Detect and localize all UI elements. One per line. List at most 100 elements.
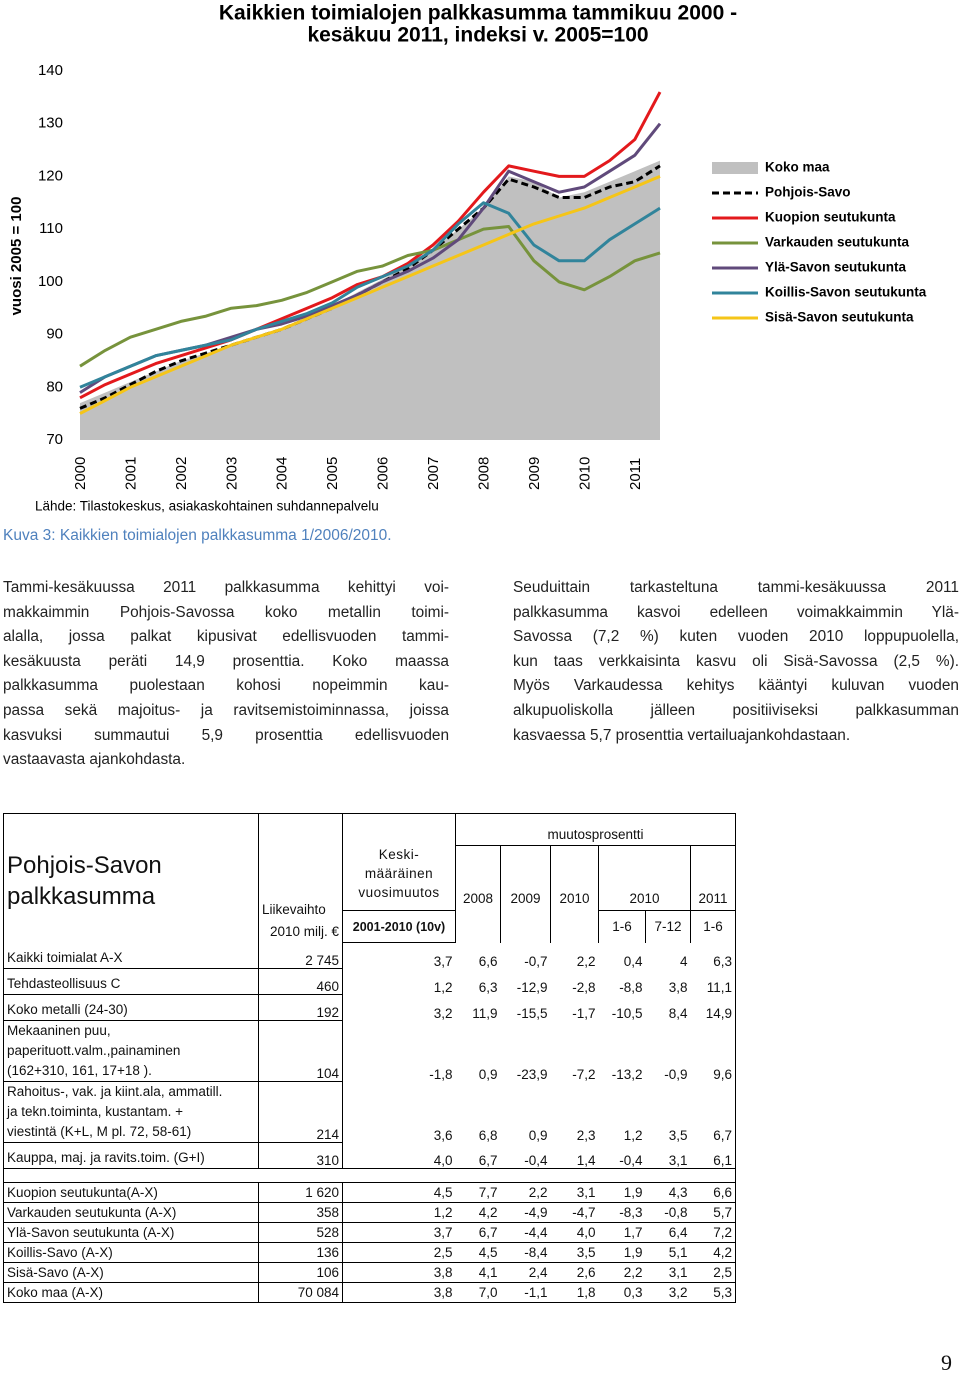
cell: 1,4 (576, 1153, 596, 1168)
table-row: Koko maa (A-X) 70 084 3,8 7,0 -1,1 1,8 0,3 3,2 5… (3, 1282, 736, 1303)
cell: 6,7 (713, 1127, 733, 1143)
text-line: Tammi-kesäkuussa 2011 palkkasumma kehitt… (3, 579, 449, 596)
cell: 4,5 (342, 1182, 456, 1203)
cell: 4,3 (645, 1182, 691, 1203)
cell: -15,5 (516, 1005, 548, 1021)
legend-label: Kuopion seutukunta (765, 210, 896, 225)
y-tick-label: 130 (38, 115, 63, 132)
x-tick-label: 2006 (375, 457, 392, 490)
cell: -0,4 (619, 1153, 643, 1168)
header-text: Liikevaihto (262, 901, 326, 917)
legend-label: Pohjois-Savo (765, 185, 851, 200)
table-body: Kaikki toimialat A-X 2 745 3,7 6,6 -0,7 2,2 0,… (3, 942, 736, 1303)
page-number: 9 (941, 1350, 952, 1375)
cell: 6,4 (645, 1222, 691, 1243)
cell: 0,4 (623, 953, 643, 969)
row-label: Koko metalli (24-30) (3, 994, 259, 1021)
cell: 70 084 (258, 1282, 343, 1303)
paragraph: Tammi-kesäkuussa 2011 palkkasumma kehitt… (3, 576, 449, 773)
cell: 1 620 (258, 1182, 343, 1203)
spacer (3, 1168, 736, 1183)
text-line: makkaimmin Pohjois-Savossa koko metallin… (3, 603, 449, 621)
cell: 7,7 (455, 1182, 501, 1203)
table-row: Mekaaninen puu, paperituott.valm.,painam… (3, 1020, 736, 1082)
spacer-row (3, 1168, 736, 1183)
source-note: Lähde: Tilastokeskus, asiakaskohtainen s… (35, 499, 379, 514)
cell: -2,8 (572, 979, 596, 995)
year-header: 2010 (598, 845, 691, 911)
cell: 8,4 (668, 1005, 688, 1021)
cell: 4 (679, 953, 688, 969)
legend-label: Koillis-Savon seutukunta (765, 285, 927, 300)
avg-change-period: 2001-2010 (10v) (342, 910, 456, 943)
cell: 6,3 (713, 953, 733, 969)
row-label: Kuopion seutukunta(A-X) (3, 1182, 259, 1203)
line (79, 225, 661, 368)
cell: -1,7 (572, 1005, 596, 1021)
area (80, 160, 660, 440)
cell: 0,3 (598, 1282, 646, 1303)
y-tick-label: 100 (38, 273, 63, 290)
cell: 2,6 (550, 1262, 599, 1283)
cell: 1,2 (623, 1127, 643, 1143)
cell: -10,5 (611, 1005, 643, 1021)
cell: 7,0 (455, 1282, 501, 1303)
cell: -13,2 (611, 1066, 643, 1082)
period-header: 7-12 (645, 910, 691, 943)
table-row: Koillis-Savo (A-X) 136 2,5 4,5 -8,4 3,5 1,9 5,1… (3, 1242, 736, 1263)
cell: -8,4 (500, 1242, 551, 1263)
cell: -4,7 (550, 1202, 599, 1223)
cell: 0,9 (478, 1066, 498, 1082)
row-label: Koillis-Savo (A-X) (3, 1242, 259, 1263)
y-tick-label: 90 (46, 326, 63, 343)
cell: -4,4 (500, 1222, 551, 1243)
text-line: palkkasumma puolestaan kohosi nopeimmin … (3, 677, 449, 695)
cell: 3,2 (645, 1282, 691, 1303)
cell: 7,2 (690, 1222, 736, 1243)
table-row: Ylä-Savon seutukunta (A-X) 528 3,7 6,7 -4,4 4… (3, 1222, 736, 1243)
cell: 2,2 (500, 1182, 551, 1203)
cell: 4,2 (690, 1242, 736, 1263)
cell: 6,3 (478, 979, 498, 995)
text-line: alkupuoliskolla jälleen positiiviseksi p… (513, 701, 959, 719)
cell: 1,7 (598, 1222, 646, 1243)
cell: 2,2 (576, 953, 596, 969)
cell: 136 (258, 1242, 343, 1263)
text-line: passa sekä majoitus- ja ravitsemistoimin… (3, 701, 449, 719)
cell: 2 745 (258, 942, 343, 969)
year-header: 2011 (689, 845, 736, 911)
legend-label: Sisä-Savon seutukunta (765, 310, 914, 325)
table-title: Pohjois-Savon palkkasumma (7, 852, 162, 911)
x-tick-label: 2005 (324, 457, 341, 490)
table-row: Kaikki toimialat A-X 2 745 3,7 6,6 -0,7 2,2 0,… (3, 942, 736, 969)
period-header: 1-6 (598, 910, 646, 943)
x-tick-label: 2001 (122, 457, 139, 490)
cell: -8,8 (619, 979, 643, 995)
row-label: Rahoitus-, vak. ja kiint.ala, ammatill. … (3, 1081, 259, 1143)
y-axis-label: vuosi 2005 = 100 (8, 197, 25, 316)
y-tick-label: 80 (46, 378, 63, 395)
row-label: Varkauden seutukunta (A-X) (3, 1202, 259, 1223)
cell: 6,7 (478, 1153, 498, 1168)
row-label: Kaikki toimialat A-X (3, 942, 259, 969)
legend-swatch (712, 162, 758, 174)
cell: 6,1 (713, 1153, 733, 1168)
year-header: 2009 (500, 845, 551, 943)
cell: -1,8 (429, 1066, 453, 1082)
cell: 3,1 (645, 1262, 691, 1283)
text-line: Seuduittain tarkasteltuna tammi-kesäkuus… (513, 579, 959, 596)
x-tick-label: 2000 (72, 457, 89, 490)
x-tick-label: 2007 (425, 457, 442, 490)
cell: 1,9 (598, 1182, 646, 1203)
legend-label: Ylä-Savon seutukunta (765, 260, 907, 275)
cell: 104 (258, 1020, 343, 1082)
y-tick-label: 140 (38, 62, 63, 79)
data-table: Pohjois-Savon palkkasumma Liikevaihto 201… (3, 813, 737, 1303)
cell: 6,7 (455, 1222, 501, 1243)
change-group-header: muutosprosentti (454, 813, 736, 846)
cell: 3,1 (550, 1182, 599, 1203)
text-line: kesäkuusta peräti 14,9 prosenttia. Koko … (3, 652, 449, 670)
cell: 3,8 (342, 1262, 456, 1283)
text-line: Savossa (7,2 %) kuten vuoden 2010 loppup… (513, 628, 959, 646)
cell: 2,5 (342, 1242, 456, 1263)
